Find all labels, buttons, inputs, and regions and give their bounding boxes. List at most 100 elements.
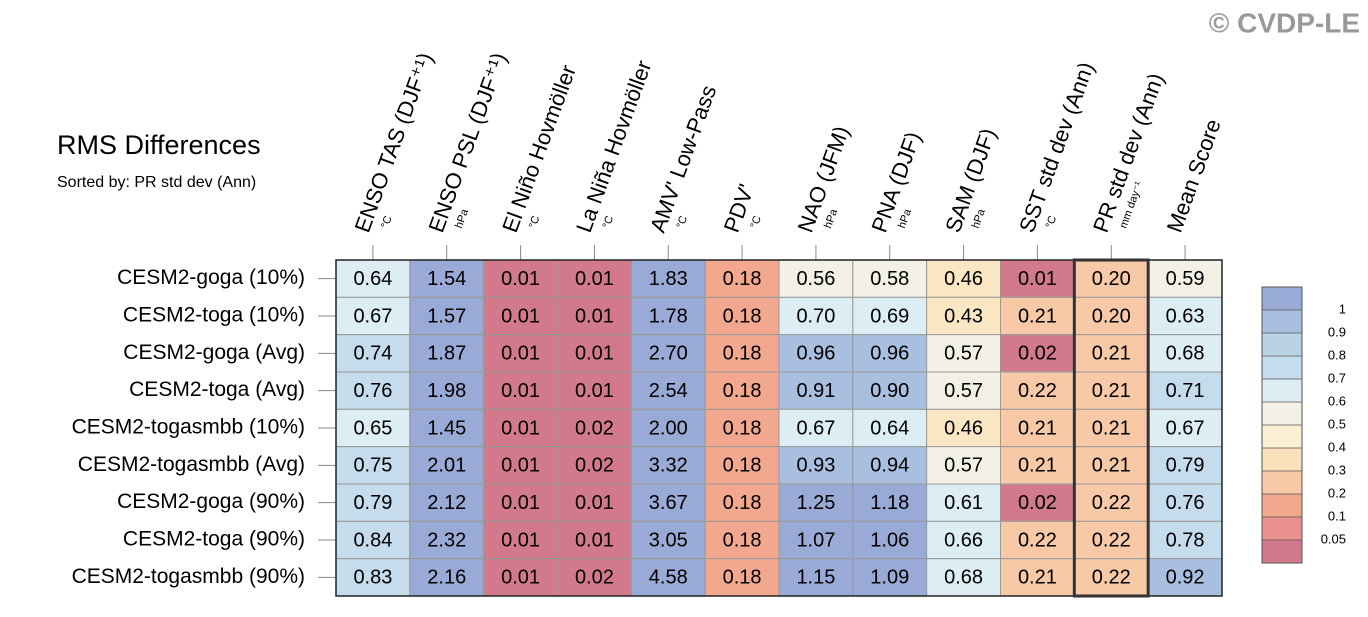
cell-label: 0.01	[575, 343, 614, 365]
column-label: ENSO TAS (DJF⁺¹)	[350, 49, 438, 235]
heatmap-cell	[409, 446, 485, 485]
colorbar-label: 0.5	[1328, 416, 1346, 431]
cell-label: 0.22	[1092, 567, 1131, 589]
cell-label: 0.21	[1092, 343, 1131, 365]
cell-label: 0.18	[723, 455, 762, 477]
heatmap-cell	[409, 296, 485, 336]
highlight-column	[1072, 258, 1150, 598]
cell-label: 0.75	[353, 455, 392, 477]
cell-label: 0.01	[501, 380, 540, 402]
cell-label: 0.01	[501, 268, 540, 290]
heatmap-cell	[335, 408, 411, 448]
chart-title: RMS Differences	[57, 130, 261, 160]
cell-label: 0.22	[1018, 529, 1057, 551]
cell-label: 2.00	[649, 417, 688, 439]
cell-label: 0.61	[944, 492, 983, 514]
heatmap-cell	[630, 334, 706, 373]
colorbar-box	[1262, 310, 1302, 333]
heatmap-cell	[557, 558, 632, 597]
heatmap-cell	[630, 520, 706, 560]
heatmap-cell	[483, 446, 558, 485]
heatmap-cell	[1000, 371, 1075, 410]
heatmap-cell	[778, 408, 854, 448]
colorbar-label: 0.8	[1328, 347, 1346, 362]
heatmap-cell	[778, 446, 854, 485]
cell-label: 0.18	[723, 417, 762, 439]
row-label: CESM2-togasmbb (90%)	[72, 565, 305, 588]
cell-label: 0.64	[870, 417, 909, 439]
heatmap-cell	[1000, 446, 1075, 485]
colorbar-label: 0.1	[1328, 508, 1346, 523]
cell-label: 0.21	[1092, 455, 1131, 477]
colorbar-box	[1262, 402, 1302, 425]
heatmap-cell	[1000, 296, 1075, 336]
column-label: AMV' Low-Pass	[645, 82, 721, 236]
cell-label: 0.59	[1166, 268, 1205, 290]
heatmap-cell	[483, 371, 558, 410]
colorbar-label: 0.4	[1328, 439, 1346, 454]
cell-label: 0.70	[796, 305, 835, 327]
cell-label: 0.90	[870, 380, 909, 402]
cell-label: 0.21	[1018, 567, 1057, 589]
heatmap-cell	[483, 334, 558, 373]
heatmap-cell	[1147, 446, 1223, 485]
cell-label: 0.01	[501, 492, 540, 514]
cell-label: 0.18	[723, 529, 762, 551]
cell-label: 0.57	[944, 380, 983, 402]
heatmap-cell	[1147, 408, 1223, 448]
colorbar-label: 0.9	[1328, 324, 1346, 339]
heatmap-cell	[852, 558, 928, 597]
row-label: CESM2-togasmbb (10%)	[72, 416, 305, 439]
heatmap-cell	[1073, 446, 1149, 485]
cell-label: 0.18	[723, 343, 762, 365]
cell-label: 2.16	[427, 567, 466, 589]
cell-label: 1.25	[796, 492, 835, 514]
cell-label: 1.83	[649, 268, 688, 290]
cell-label: 0.21	[1092, 417, 1131, 439]
heatmap-cell	[483, 408, 558, 448]
colorbar-box	[1262, 448, 1302, 471]
cell-label: 0.69	[870, 305, 909, 327]
cell-label: 0.01	[501, 417, 540, 439]
cell-label: 0.68	[944, 567, 983, 589]
heatmap-cell	[335, 446, 411, 485]
cell-label: 0.21	[1092, 380, 1131, 402]
table-border	[335, 259, 1223, 597]
colorbar-box	[1262, 379, 1302, 402]
heatmap-cell	[409, 520, 485, 560]
cell-label: 0.01	[501, 455, 540, 477]
colorbar-box	[1262, 356, 1302, 379]
cell-label: 1.07	[796, 529, 835, 551]
cell-label: 0.02	[575, 417, 614, 439]
column-unit: °C	[379, 214, 395, 230]
cell-label: 0.96	[796, 343, 835, 365]
chart-subtitle: Sorted by: PR std dev (Ann)	[57, 174, 256, 191]
colorbar-label: 0.3	[1328, 462, 1346, 477]
cell-label: 1.98	[427, 380, 466, 402]
cell-label: 0.93	[796, 455, 835, 477]
cell-label: 0.18	[723, 492, 762, 514]
cell-label: 0.18	[723, 380, 762, 402]
heatmap-cell	[852, 296, 928, 336]
heatmap-cell	[1000, 408, 1075, 448]
cell-label: 0.01	[1018, 268, 1057, 290]
column-label: Mean Score	[1162, 116, 1226, 236]
column-unit: °C	[1044, 214, 1060, 230]
cell-label: 0.22	[1092, 492, 1131, 514]
heatmap-cell	[778, 334, 854, 373]
cell-label: 0.76	[1166, 492, 1205, 514]
watermark: © CVDP-LE	[1209, 7, 1360, 38]
column-label: El Niño Hovmöller	[497, 62, 581, 236]
cell-label: 2.01	[427, 455, 466, 477]
heatmap-cell	[630, 408, 706, 448]
column-label: ENSO PSL (DJF⁺¹)	[423, 49, 511, 235]
cell-label: 0.91	[796, 380, 835, 402]
column-label: La Niña Hovmöller	[571, 57, 656, 236]
cell-label: 0.57	[944, 455, 983, 477]
row-label: CESM2-toga (10%)	[123, 304, 305, 327]
cell-label: 2.12	[427, 492, 466, 514]
column-unit: °C	[748, 214, 764, 230]
heatmap-cell	[557, 334, 632, 373]
cell-label: 0.79	[1166, 455, 1205, 477]
heatmap-cell	[1073, 259, 1149, 298]
